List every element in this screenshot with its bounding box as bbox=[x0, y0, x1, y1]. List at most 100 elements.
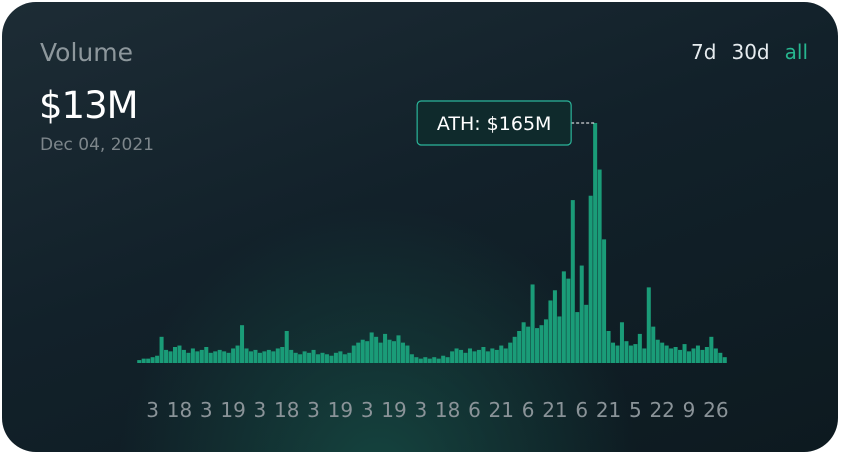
bar bbox=[628, 345, 633, 363]
bar bbox=[642, 348, 647, 363]
bar bbox=[526, 326, 531, 363]
x-tick-label: 19 bbox=[220, 398, 245, 422]
bar bbox=[226, 352, 231, 363]
bar bbox=[293, 352, 298, 363]
bar bbox=[164, 349, 169, 363]
annotation-label: ATH: $165M bbox=[437, 113, 552, 135]
bar bbox=[155, 355, 160, 363]
x-tick-label: 6 bbox=[522, 398, 535, 422]
bar bbox=[333, 352, 338, 363]
bar bbox=[383, 333, 388, 363]
bar bbox=[351, 345, 356, 363]
bar bbox=[190, 348, 195, 363]
bar bbox=[490, 348, 495, 363]
bar bbox=[552, 290, 557, 363]
bar bbox=[637, 333, 642, 363]
bar bbox=[691, 348, 696, 363]
bar bbox=[365, 341, 370, 363]
bar bbox=[271, 351, 276, 363]
bar bbox=[633, 344, 638, 363]
bar bbox=[235, 345, 240, 363]
bar bbox=[213, 351, 218, 363]
bar bbox=[324, 354, 329, 363]
bar bbox=[177, 345, 182, 363]
bar bbox=[338, 351, 343, 363]
bar bbox=[651, 326, 656, 363]
x-tick-label: 18 bbox=[435, 398, 460, 422]
bar bbox=[718, 352, 723, 363]
bar bbox=[445, 357, 450, 363]
bar bbox=[548, 300, 553, 363]
bar bbox=[172, 347, 178, 363]
bar bbox=[280, 347, 285, 363]
range-button[interactable]: 7d bbox=[691, 40, 717, 64]
bar bbox=[686, 351, 692, 363]
range-selector: 7d 30d all bbox=[691, 40, 808, 64]
bar bbox=[320, 352, 325, 363]
bar bbox=[307, 352, 312, 363]
bar bbox=[195, 351, 200, 363]
bar bbox=[597, 169, 602, 363]
bar bbox=[436, 358, 441, 363]
bar bbox=[669, 348, 674, 363]
bar bbox=[311, 349, 316, 363]
bar bbox=[704, 347, 709, 363]
x-tick-label: 22 bbox=[649, 398, 674, 422]
x-tick-label: 6 bbox=[468, 398, 481, 422]
bar bbox=[655, 339, 660, 363]
x-tick-label: 21 bbox=[542, 398, 567, 422]
x-tick-label: 3 bbox=[146, 398, 159, 422]
bar bbox=[584, 304, 589, 363]
x-tick-label: 3 bbox=[414, 398, 427, 422]
bar bbox=[356, 342, 361, 363]
x-tick-label: 26 bbox=[703, 398, 728, 422]
bar bbox=[467, 348, 473, 363]
bar bbox=[360, 339, 365, 363]
bar bbox=[521, 322, 526, 363]
card-title: Volume bbox=[40, 38, 133, 67]
bar bbox=[499, 345, 504, 363]
bar bbox=[615, 345, 620, 363]
bar bbox=[432, 357, 437, 363]
annotation-box bbox=[416, 100, 572, 146]
x-tick-label: 18 bbox=[274, 398, 299, 422]
bar bbox=[593, 123, 598, 363]
bar bbox=[423, 357, 428, 363]
bar bbox=[646, 287, 651, 363]
bar bbox=[284, 331, 289, 363]
bar bbox=[347, 352, 352, 363]
bar bbox=[266, 349, 271, 363]
bar bbox=[199, 349, 204, 363]
bar bbox=[231, 348, 236, 363]
bar bbox=[244, 348, 249, 363]
bar bbox=[427, 358, 432, 363]
range-button[interactable]: all bbox=[784, 40, 808, 64]
range-button[interactable]: 30d bbox=[731, 40, 770, 64]
bar bbox=[619, 322, 624, 363]
bar bbox=[472, 351, 477, 363]
bar bbox=[512, 336, 517, 363]
bar bbox=[481, 347, 486, 363]
bar bbox=[316, 354, 321, 363]
bar bbox=[508, 342, 513, 363]
x-tick-label: 3 bbox=[254, 398, 267, 422]
bar bbox=[602, 239, 607, 363]
bar bbox=[204, 347, 209, 363]
bar bbox=[391, 341, 397, 363]
bar bbox=[561, 271, 566, 363]
bar bbox=[414, 357, 419, 363]
x-tick-label: 21 bbox=[489, 398, 514, 422]
bar bbox=[588, 195, 593, 363]
bar bbox=[387, 339, 392, 363]
bar bbox=[217, 349, 222, 363]
bar bbox=[240, 325, 245, 363]
bar bbox=[374, 336, 379, 363]
bar bbox=[450, 351, 455, 363]
bar bbox=[463, 352, 468, 363]
bar bbox=[682, 344, 687, 363]
bar bbox=[298, 354, 303, 363]
bar bbox=[606, 331, 611, 363]
bar bbox=[222, 351, 227, 363]
